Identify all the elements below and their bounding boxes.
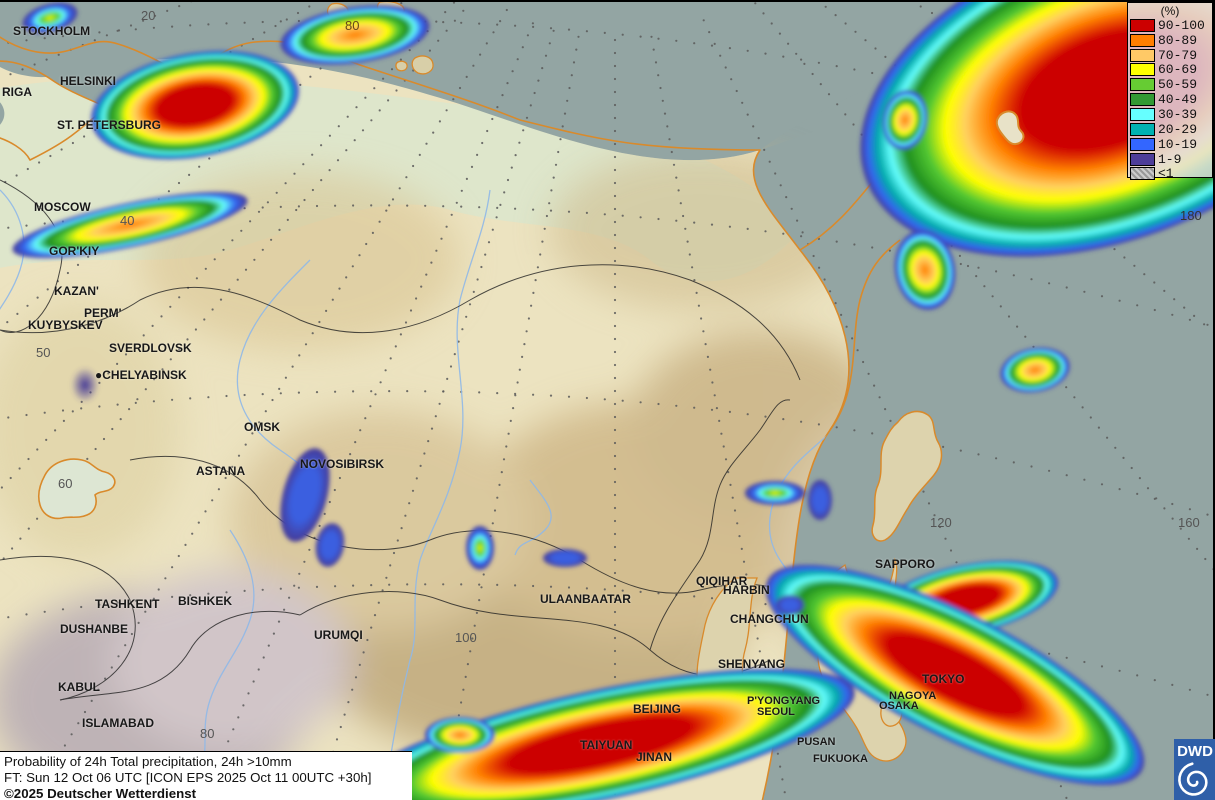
svg-text:DWD: DWD [1177,743,1213,760]
